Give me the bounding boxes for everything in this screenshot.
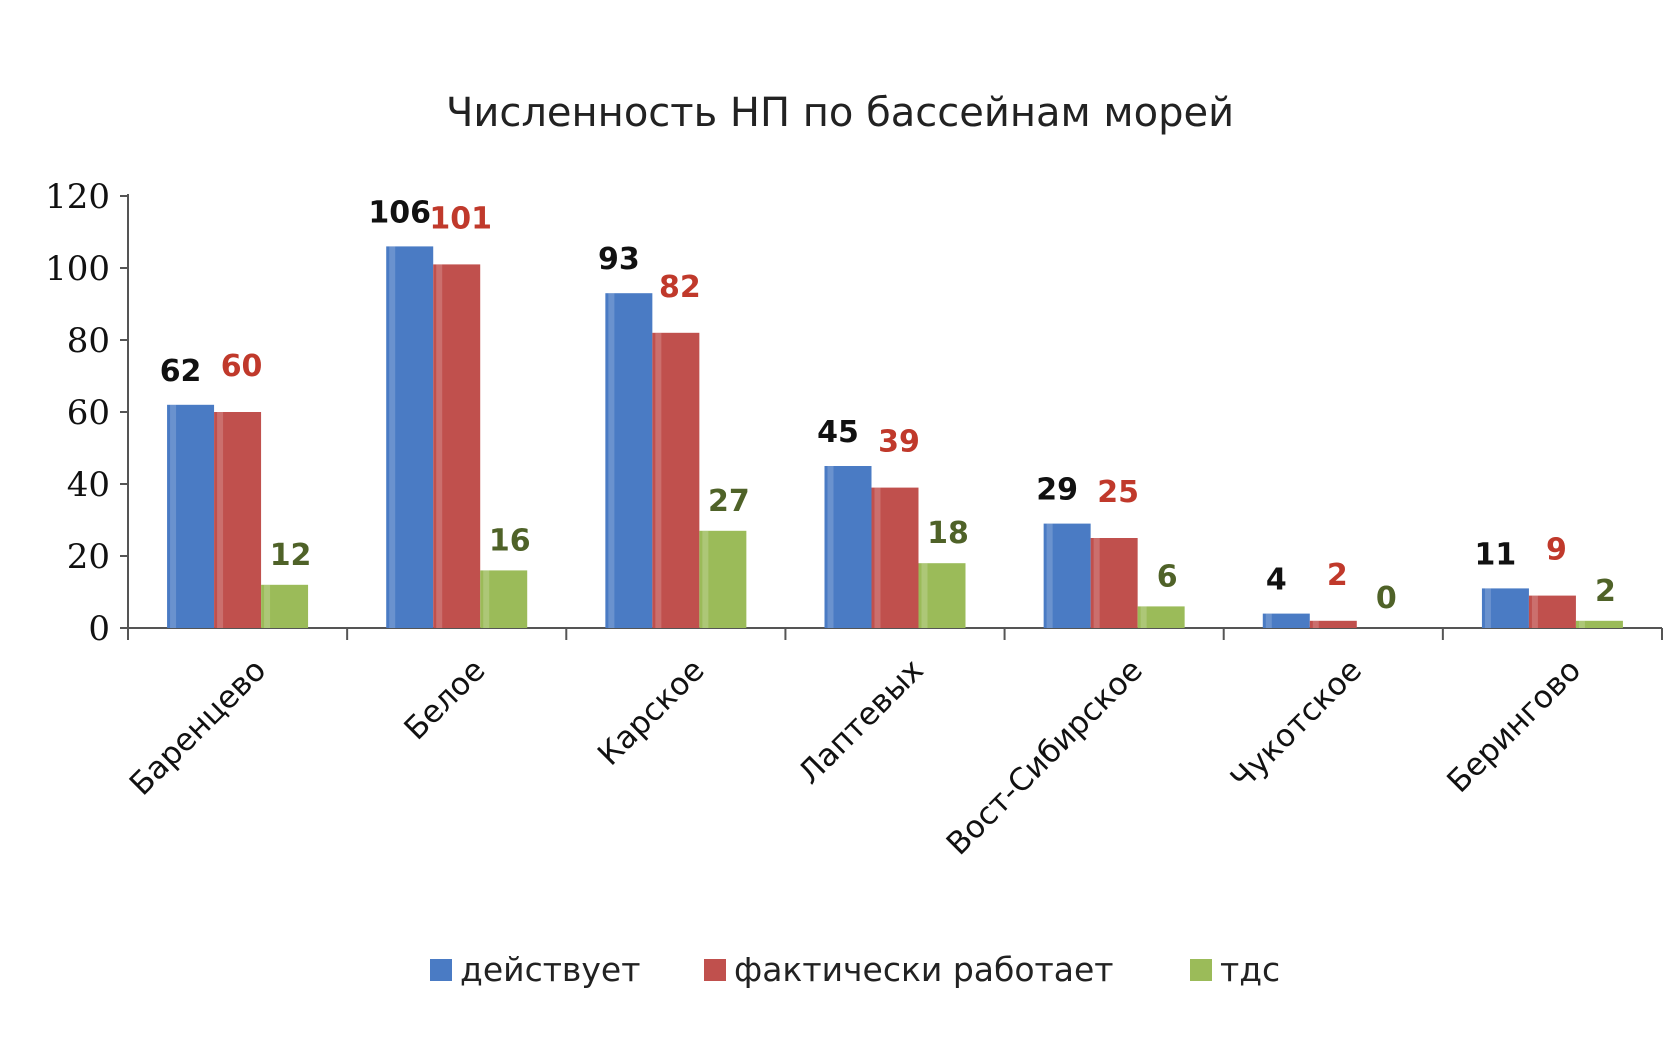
data-label: 11 [1475,537,1517,572]
data-label: 27 [708,484,750,519]
y-tick-label: 60 [67,393,110,433]
bar [386,246,434,628]
data-label: 106 [368,195,431,230]
bar-highlight [217,412,224,628]
data-label: 39 [878,425,920,460]
data-label: 25 [1097,475,1139,510]
legend-label: тдс [1220,950,1280,989]
legend: действует фактически работает тдс [430,950,1280,989]
bar-highlight [1140,606,1147,628]
data-label: 0 [1376,581,1397,616]
bar [824,466,872,628]
y-tick-label: 40 [67,465,110,505]
bar-highlight [1093,538,1100,628]
data-label: 45 [817,415,859,450]
y-tick-label: 20 [67,537,110,577]
bar-highlight [1046,523,1053,628]
bar [699,530,747,628]
bar [480,570,528,628]
bar [1481,588,1529,628]
data-label: 101 [429,201,492,236]
x-tick-label: Берингово [1440,652,1588,800]
data-label: 82 [659,270,701,305]
bar-highlight [1312,620,1319,628]
bar-highlight [170,404,177,628]
bar-highlight [655,332,662,628]
y-tick-label: 80 [67,321,110,361]
bar [1575,620,1623,628]
data-label: 18 [927,516,969,551]
x-tick-label: Баренцево [123,652,273,802]
x-tick-label: Чукотское [1224,652,1369,797]
data-label: 2 [1327,558,1348,593]
bar-highlight [483,570,490,628]
bar [1137,606,1185,628]
x-tick-label: Карское [591,652,712,773]
x-tick-label: Белое [397,652,492,747]
legend-swatch [704,959,726,981]
legend-swatch [430,959,452,981]
bar [918,563,966,628]
bar-highlight [827,466,834,628]
bar-highlight [608,293,615,628]
data-label: 4 [1266,563,1287,598]
bar [1528,595,1576,628]
y-tick-label: 0 [88,609,110,649]
data-label: 6 [1157,559,1178,594]
bar-highlight [702,530,709,628]
bar [261,584,309,628]
data-label: 60 [221,349,263,384]
bar [1309,620,1357,628]
data-label: 12 [270,538,312,573]
data-label: 16 [489,523,531,558]
data-label: 93 [598,242,640,277]
bar-highlight [1265,613,1272,628]
data-label: 9 [1546,533,1567,568]
legend-swatch [1190,959,1212,981]
bar [214,412,262,628]
legend-label: фактически работает [734,950,1114,989]
bar-highlight [1578,620,1585,628]
data-label: 62 [160,354,202,389]
bar-highlight [389,246,396,628]
bar [1090,538,1138,628]
data-label: 2 [1595,574,1616,609]
bar [433,264,481,628]
bar-highlight [1531,595,1538,628]
y-tick-label: 100 [45,249,110,289]
y-tick-label: 120 [45,177,110,217]
bar [871,487,919,628]
x-tick-label: Лаптевых [791,652,930,791]
bar-highlight [874,487,881,628]
bar-highlight [1484,588,1491,628]
bar [605,293,653,628]
bar-highlight [921,563,928,628]
bar [1262,613,1310,628]
bars [167,246,1623,628]
bar [652,332,700,628]
chart-title: Численность НП по бассейнам морей [446,90,1234,136]
bar [167,404,215,628]
bar [1043,523,1091,628]
data-label: 29 [1036,473,1078,508]
legend-label: действует [460,950,640,989]
x-tick-label: Вост-Сибирское [940,652,1150,862]
bar-highlight [436,264,443,628]
bar-highlight [264,584,271,628]
